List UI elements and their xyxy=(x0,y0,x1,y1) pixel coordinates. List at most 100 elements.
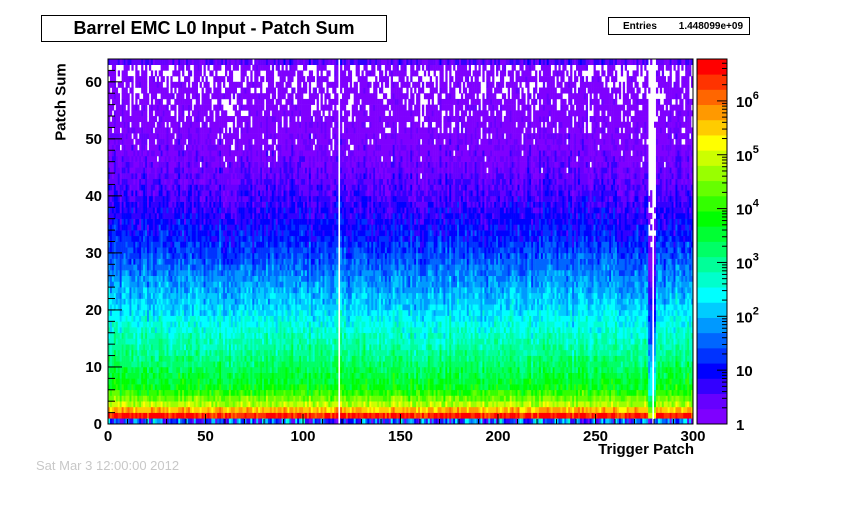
heatmap-cell xyxy=(219,247,222,254)
heatmap-cell xyxy=(234,64,237,71)
heatmap-cell xyxy=(154,167,158,174)
heatmap-cell xyxy=(211,150,214,157)
heatmap-cell xyxy=(176,184,179,191)
heatmap-cell xyxy=(242,116,245,123)
heatmap-cell xyxy=(125,76,128,83)
heatmap-cell xyxy=(115,395,119,402)
heatmap-cell xyxy=(238,412,241,419)
heatmap-cell xyxy=(129,327,132,334)
heatmap-cell xyxy=(133,264,136,271)
heatmap-cell xyxy=(225,195,228,202)
heatmap-cell xyxy=(195,418,198,425)
heatmap-cell xyxy=(217,150,220,157)
heatmap-cell xyxy=(150,224,154,231)
heatmap-cell xyxy=(152,150,156,157)
heatmap-cell xyxy=(238,349,241,356)
heatmap-cell xyxy=(141,327,144,334)
heatmap-cell xyxy=(236,121,239,128)
heatmap-cell xyxy=(127,287,130,294)
heatmap-cell xyxy=(168,212,171,219)
heatmap-cell xyxy=(178,366,181,373)
heatmap-cell xyxy=(195,167,198,174)
heatmap-cell xyxy=(197,218,200,225)
heatmap-cell xyxy=(250,230,253,237)
heatmap-cell xyxy=(221,167,224,174)
heatmap-cell xyxy=(121,230,124,237)
heatmap-cell xyxy=(240,281,243,288)
heatmap-cell xyxy=(248,173,251,180)
heatmap-cell xyxy=(108,212,111,219)
plot-area xyxy=(108,59,694,425)
heatmap-cell xyxy=(113,161,117,168)
heatmap-cell xyxy=(174,241,177,248)
heatmap-cell xyxy=(252,315,255,322)
heatmap-cell xyxy=(197,190,200,197)
heatmap-cell xyxy=(226,150,230,157)
heatmap-cell xyxy=(158,70,161,77)
heatmap-cell xyxy=(191,355,195,362)
heatmap-cell xyxy=(217,224,220,231)
heatmap-cell xyxy=(123,121,126,128)
heatmap-cell xyxy=(154,378,158,385)
heatmap-cell xyxy=(117,190,120,197)
heatmap-cell xyxy=(211,309,214,316)
heatmap-cell xyxy=(186,235,189,242)
heatmap-cell xyxy=(137,378,140,385)
heatmap-cell xyxy=(145,224,148,231)
heatmap-cell xyxy=(135,218,138,225)
heatmap-cell xyxy=(211,167,214,174)
heatmap-cell xyxy=(180,321,183,328)
heatmap-cell xyxy=(203,59,206,65)
heatmap-cell xyxy=(152,389,156,396)
heatmap-cell xyxy=(197,150,200,157)
heatmap-cell xyxy=(234,195,237,202)
heatmap-cell xyxy=(228,87,232,94)
heatmap-cell xyxy=(211,412,214,419)
heatmap-cell xyxy=(219,344,222,351)
heatmap-cell xyxy=(123,201,126,208)
heatmap-cell xyxy=(131,104,134,111)
heatmap-cell xyxy=(209,389,212,396)
heatmap-cell xyxy=(201,281,204,288)
heatmap-cell xyxy=(221,230,224,237)
heatmap-cell xyxy=(176,372,179,379)
heatmap-cell xyxy=(244,258,247,265)
heatmap-cell xyxy=(184,275,187,282)
heatmap-cell xyxy=(156,190,159,197)
heatmap-cell xyxy=(168,338,171,345)
heatmap-cell xyxy=(267,315,271,322)
heatmap-cell xyxy=(178,258,181,265)
heatmap-cell xyxy=(209,212,212,219)
heatmap-cell xyxy=(182,327,185,334)
heatmap-cell xyxy=(141,104,144,111)
heatmap-cell xyxy=(145,98,148,105)
heatmap-cell xyxy=(264,224,267,231)
heatmap-cell xyxy=(203,127,206,134)
heatmap-cell xyxy=(121,110,124,117)
heatmap-cell xyxy=(143,247,146,254)
heatmap-cell xyxy=(125,190,128,197)
heatmap-cell xyxy=(201,76,204,83)
heatmap-cell xyxy=(133,195,136,202)
heatmap-cell xyxy=(187,167,191,174)
heatmap-cell xyxy=(260,361,263,368)
heatmap-cell xyxy=(141,76,144,83)
heatmap-cell xyxy=(203,173,206,180)
heatmap-cell xyxy=(170,309,173,316)
heatmap-cell xyxy=(232,87,236,94)
heatmap-cell xyxy=(209,258,212,265)
heatmap-cell xyxy=(234,315,237,322)
heatmap-cell xyxy=(256,138,259,145)
heatmap-cell xyxy=(225,304,228,311)
heatmap-cell xyxy=(191,389,195,396)
heatmap-cell xyxy=(232,224,236,231)
heatmap-cell xyxy=(108,275,111,282)
heatmap-cell xyxy=(125,281,128,288)
heatmap-cell xyxy=(254,389,257,396)
heatmap-cell xyxy=(240,207,243,214)
heatmap-cell xyxy=(195,224,198,231)
heatmap-cell xyxy=(172,327,175,334)
heatmap-cell xyxy=(123,59,126,65)
heatmap-cell xyxy=(166,412,169,419)
heatmap-cell xyxy=(109,241,113,248)
